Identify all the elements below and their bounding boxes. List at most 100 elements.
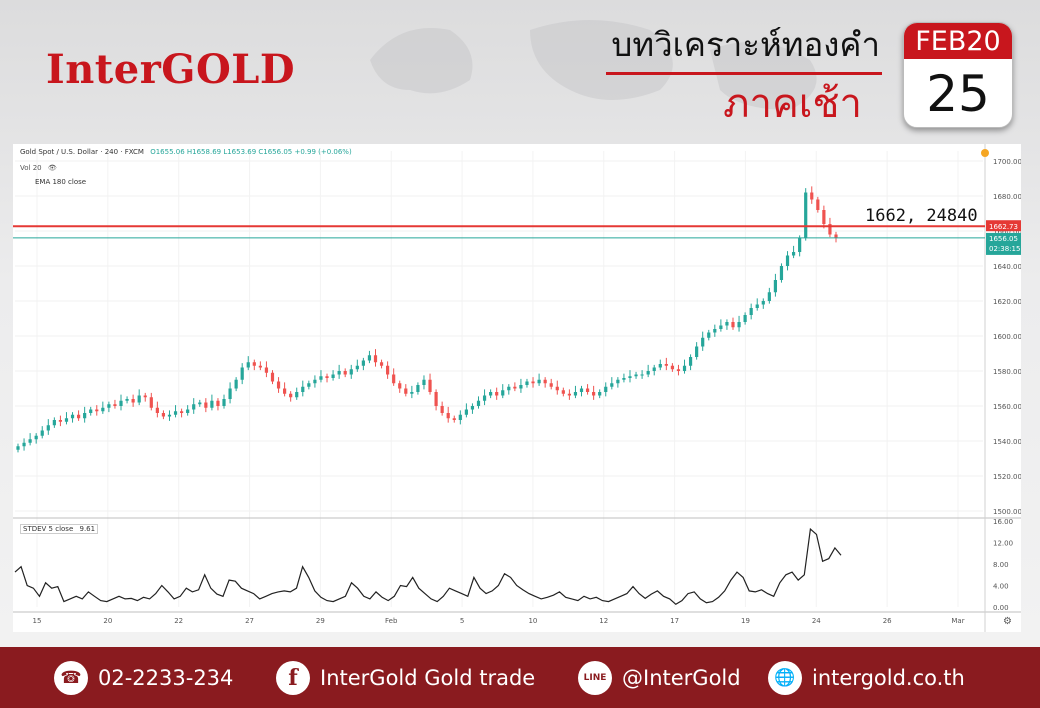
candle-body — [295, 392, 299, 398]
world-map-watermark — [370, 20, 817, 110]
candle-body — [386, 365, 390, 375]
candle-body — [828, 224, 832, 235]
candle-body — [585, 388, 590, 392]
candle-body — [337, 371, 341, 375]
footer-facebook[interactable]: f InterGold Gold trade — [276, 647, 535, 708]
y-tick-label: 1520.00 — [993, 473, 1021, 481]
candle-body — [598, 392, 602, 396]
candle-body — [155, 407, 159, 413]
candle-body — [767, 292, 771, 301]
eye-off-icon[interactable]: 👁 — [47, 164, 57, 172]
alert-clock-icon — [981, 149, 989, 157]
current-price-tag — [986, 232, 1021, 255]
candle-body — [676, 369, 681, 371]
candle-body — [198, 402, 202, 405]
candle-body — [555, 386, 559, 391]
candle-body — [501, 390, 505, 396]
candle-body — [143, 395, 147, 398]
website-url: intergold.co.th — [812, 665, 965, 690]
x-tick-label: 29 — [316, 617, 325, 625]
candle-body — [131, 399, 135, 403]
candle-body — [640, 374, 644, 376]
candle-body — [822, 210, 826, 224]
stdev-y-tick-label: 0.00 — [993, 604, 1009, 612]
candle-body — [283, 388, 287, 394]
candle-body — [355, 365, 359, 370]
candle-body — [216, 400, 220, 406]
candle-body — [670, 365, 674, 370]
candle-body — [513, 386, 517, 389]
candle-body — [101, 407, 105, 412]
current-price-label: 1656.05 — [989, 235, 1018, 243]
candle-body — [458, 414, 462, 420]
candle-body — [707, 332, 711, 338]
candle-body — [592, 392, 596, 396]
candle-body — [240, 367, 244, 380]
candle-body — [313, 379, 317, 384]
candle-body — [349, 369, 353, 375]
candle-body — [791, 252, 796, 256]
candle-body — [434, 392, 438, 406]
candle-body — [107, 404, 111, 408]
candle-body — [476, 400, 481, 406]
candle-body — [737, 322, 741, 328]
title-underline — [606, 72, 882, 75]
candle-body — [16, 446, 20, 450]
candle-body — [779, 266, 784, 280]
candle-body — [688, 357, 693, 366]
y-tick-label: 1580.00 — [993, 368, 1021, 376]
candle-body — [379, 362, 384, 366]
globe-icon: 🌐 — [768, 660, 802, 695]
phone-number: 02-2233-234 — [98, 665, 234, 690]
candle-body — [567, 393, 571, 396]
candle-body — [610, 383, 614, 387]
resistance-annotation: 1662, 24840 — [865, 206, 978, 226]
candle-body — [186, 409, 190, 413]
candle-body — [785, 255, 790, 266]
stdev-legend-value: 9.61 — [79, 525, 96, 533]
candle-body — [440, 406, 444, 413]
stdev-y-tick-label: 4.00 — [993, 583, 1009, 591]
analysis-title: บทวิเคราะห์ทองคำ — [611, 25, 880, 64]
facebook-name: InterGold Gold trade — [320, 665, 536, 690]
x-tick-label: 20 — [103, 617, 112, 625]
candle-body — [89, 409, 93, 413]
vol-legend[interactable]: Vol 20 👁 — [20, 164, 57, 172]
candle-body — [119, 400, 123, 406]
candle-body — [410, 392, 414, 394]
footer-website[interactable]: 🌐 intergold.co.th — [768, 647, 965, 708]
candle-body — [482, 395, 487, 401]
x-tick-label: Mar — [951, 617, 964, 625]
chart-canvas[interactable]: 1500.00 1520.00 1540.00 1560.00 1580.00 1600.… — [13, 144, 1021, 632]
footer-phone[interactable]: ☎ 02-2233-234 — [54, 647, 233, 708]
stdev-y-tick-label: 8.00 — [993, 561, 1009, 569]
candle-body — [549, 383, 553, 387]
x-tick-label: 17 — [670, 617, 679, 625]
chart-legend-symbol: Gold Spot / U.S. Dollar · 240 · FXCM O16… — [20, 148, 352, 156]
candle-body — [755, 304, 759, 308]
facebook-icon: f — [276, 660, 310, 695]
candle-body — [192, 404, 196, 410]
candle-body — [604, 386, 608, 392]
calendar-month: FEB20 — [904, 23, 1012, 59]
candle-body — [725, 322, 729, 326]
y-tick-label: 1620.00 — [993, 298, 1021, 306]
candle-body — [749, 308, 753, 315]
candle-body — [34, 435, 38, 440]
y-tick-label: 1680.00 — [993, 193, 1021, 201]
candle-body — [743, 315, 747, 322]
candle-body — [646, 371, 650, 375]
candle-body — [537, 379, 541, 384]
x-tick-label: 5 — [460, 617, 464, 625]
candle-body — [682, 365, 687, 371]
x-tick-label: Feb — [385, 617, 398, 625]
settings-gear-icon[interactable]: ⚙ — [1003, 616, 1012, 627]
price-chart[interactable]: 1500.00 1520.00 1540.00 1560.00 1580.00 1600.… — [13, 144, 1021, 632]
candle-body — [495, 392, 499, 396]
candle-body — [392, 374, 396, 384]
candle-body — [628, 376, 632, 378]
candle-body — [834, 234, 838, 238]
candle-body — [161, 413, 166, 417]
footer-line[interactable]: LINE @InterGold — [578, 647, 741, 708]
candle-body — [167, 414, 172, 417]
